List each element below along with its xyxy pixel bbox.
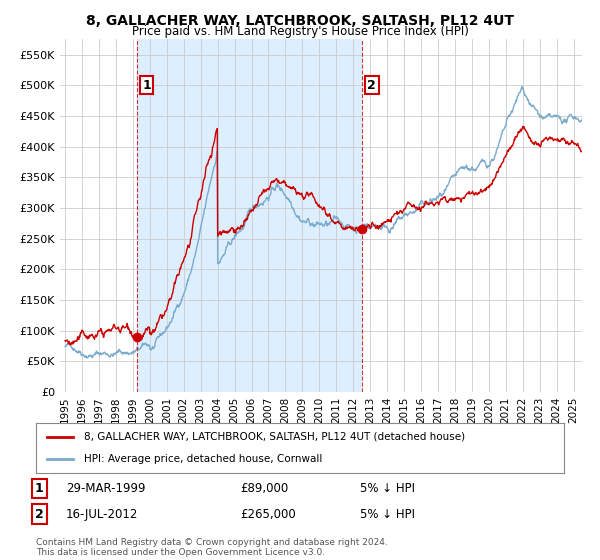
Text: 16-JUL-2012: 16-JUL-2012 xyxy=(66,507,139,521)
Text: 5% ↓ HPI: 5% ↓ HPI xyxy=(360,507,415,521)
Text: HPI: Average price, detached house, Cornwall: HPI: Average price, detached house, Corn… xyxy=(83,454,322,464)
Text: 1: 1 xyxy=(142,79,151,92)
Text: 8, GALLACHER WAY, LATCHBROOK, SALTASH, PL12 4UT (detached house): 8, GALLACHER WAY, LATCHBROOK, SALTASH, P… xyxy=(83,432,464,442)
Text: 2: 2 xyxy=(367,79,376,92)
Text: 1: 1 xyxy=(35,482,43,495)
Text: £265,000: £265,000 xyxy=(240,507,296,521)
Text: Contains HM Land Registry data © Crown copyright and database right 2024.
This d: Contains HM Land Registry data © Crown c… xyxy=(36,538,388,557)
Text: 29-MAR-1999: 29-MAR-1999 xyxy=(66,482,146,495)
Bar xyxy=(137,39,362,392)
Text: 2: 2 xyxy=(35,507,43,521)
Text: 5% ↓ HPI: 5% ↓ HPI xyxy=(360,482,415,495)
Text: 8, GALLACHER WAY, LATCHBROOK, SALTASH, PL12 4UT: 8, GALLACHER WAY, LATCHBROOK, SALTASH, P… xyxy=(86,14,514,28)
Text: £89,000: £89,000 xyxy=(240,482,288,495)
Text: Price paid vs. HM Land Registry's House Price Index (HPI): Price paid vs. HM Land Registry's House … xyxy=(131,25,469,38)
